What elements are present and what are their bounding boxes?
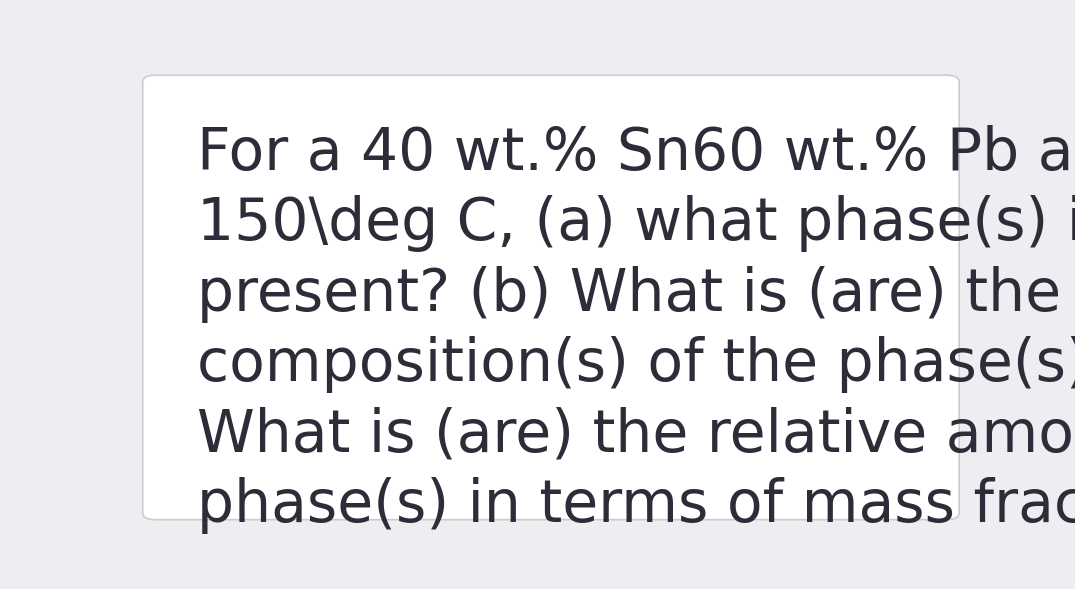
Text: present? (b) What is (are) the: present? (b) What is (are) the <box>197 266 1061 323</box>
Text: phase(s) in terms of mass fraction?: phase(s) in terms of mass fraction? <box>197 477 1075 534</box>
Text: What is (are) the relative amount of the: What is (are) the relative amount of the <box>197 406 1075 464</box>
Text: For a 40 wt.% Sn60 wt.% Pb alloy at: For a 40 wt.% Sn60 wt.% Pb alloy at <box>197 125 1075 182</box>
Text: 150\deg C, (a) what phase(s) is (are): 150\deg C, (a) what phase(s) is (are) <box>197 196 1075 253</box>
FancyBboxPatch shape <box>143 75 959 519</box>
Text: composition(s) of the phase(s)? (c): composition(s) of the phase(s)? (c) <box>197 336 1075 393</box>
